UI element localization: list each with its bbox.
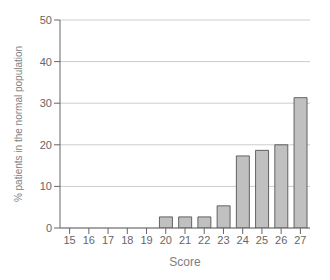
svg-text:16: 16 xyxy=(83,234,95,246)
svg-text:20: 20 xyxy=(40,139,52,151)
svg-text:24: 24 xyxy=(237,234,249,246)
svg-text:21: 21 xyxy=(179,234,191,246)
svg-text:27: 27 xyxy=(294,234,306,246)
svg-text:19: 19 xyxy=(140,234,152,246)
svg-text:20: 20 xyxy=(160,234,172,246)
svg-text:25: 25 xyxy=(256,234,268,246)
svg-text:15: 15 xyxy=(63,234,75,246)
svg-text:% patients in the normal popul: % patients in the normal population xyxy=(13,46,24,202)
svg-text:26: 26 xyxy=(275,234,287,246)
svg-text:10: 10 xyxy=(40,180,52,192)
svg-text:50: 50 xyxy=(40,14,52,26)
svg-text:Score: Score xyxy=(169,255,201,269)
svg-text:30: 30 xyxy=(40,97,52,109)
svg-text:18: 18 xyxy=(121,234,133,246)
svg-text:22: 22 xyxy=(198,234,210,246)
svg-text:40: 40 xyxy=(40,56,52,68)
svg-text:23: 23 xyxy=(217,234,229,246)
svg-text:17: 17 xyxy=(102,234,114,246)
svg-text:0: 0 xyxy=(46,222,52,234)
